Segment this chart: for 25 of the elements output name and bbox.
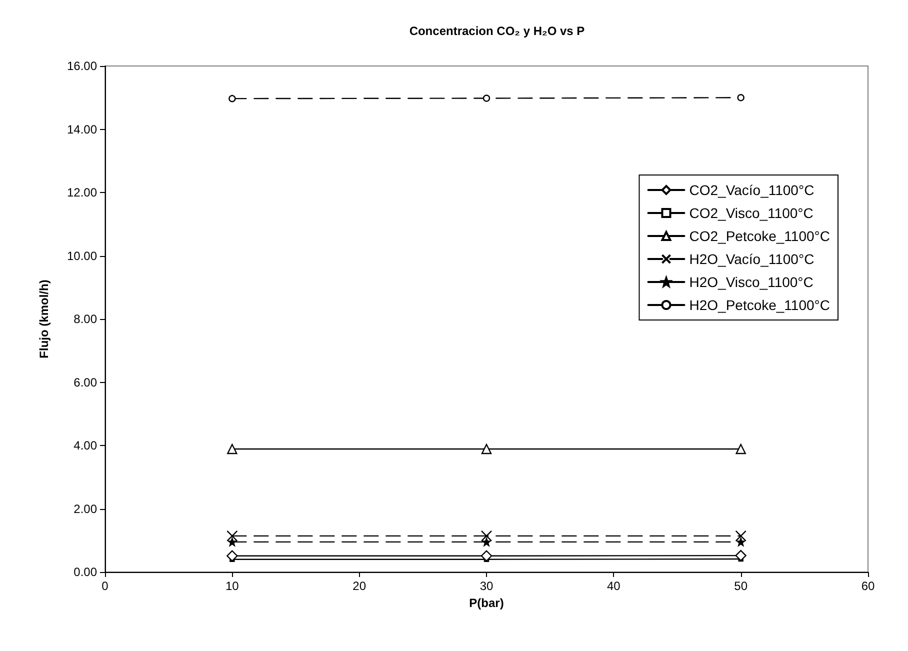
y-tick-label: 12.00 [66,186,98,200]
legend-label: CO2_Petcoke_1100°C [689,228,830,244]
x-tick-label: 30 [480,579,494,593]
x-tick-label: 40 [606,579,621,593]
y-tick-label: 8.00 [74,312,98,326]
x-tick-label: 50 [734,579,748,593]
legend-label: H2O_Visco_1100°C [689,274,814,290]
y-tick-label: 4.00 [74,438,98,452]
y-tick-label: 2.00 [74,502,98,516]
y-tick-label: 16.00 [66,59,98,73]
x-tick-label: 20 [352,579,366,593]
y-axis-title: Flujo (kmol/h) [37,280,51,358]
x-tick-label: 60 [861,579,875,593]
x-axis-title: P(bar) [469,596,504,610]
legend-label: CO2_Vacío_1100°C [689,182,814,198]
y-tick-label: 10.00 [66,248,98,263]
y-tick-label: 6.00 [74,375,98,390]
legend-label: H2O_Petcoke_1100°C [689,297,830,313]
x-tick-label: 0 [102,579,109,593]
legend-label: H2O_Vacío_1100°C [689,251,814,267]
legend-label: CO2_Visco_1100°C [689,205,814,221]
x-tick-label: 10 [225,579,240,593]
y-tick-label: 0.00 [74,565,98,579]
chart-title: Concentracion CO₂ y H₂O vs P [409,24,585,38]
y-tick-label: 14.00 [66,122,98,136]
